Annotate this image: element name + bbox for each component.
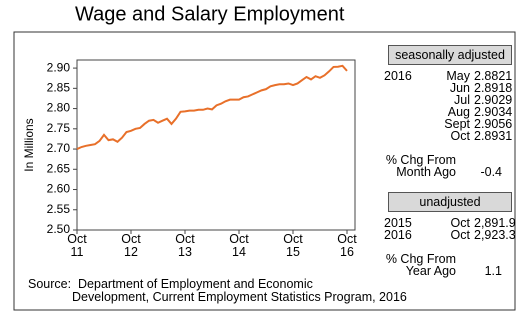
- x-tick-label: Oct 14: [229, 232, 249, 259]
- panel-year: 2015: [384, 216, 412, 230]
- source: Source: Department of Employment and Eco…: [28, 277, 313, 291]
- panel-month: Oct: [450, 129, 470, 143]
- y-tick-label: 2.70: [47, 141, 71, 155]
- chart-title: Wage and Salary Employment: [75, 3, 345, 25]
- y-axis-label: In Millions: [22, 118, 36, 171]
- panel-month: Aug: [447, 105, 470, 119]
- panel-month: May: [446, 69, 470, 83]
- panel-month: Oct: [450, 216, 470, 230]
- panel-header: seasonally adjusted: [388, 45, 512, 65]
- panel-value: 2.8918: [474, 81, 513, 95]
- change-value: -0.4: [480, 165, 502, 179]
- change-label: Month Ago: [396, 165, 456, 179]
- panel-month: Jul: [454, 93, 470, 107]
- x-tick-label: Oct 15: [283, 232, 303, 259]
- change-label: % Chg From: [385, 252, 456, 266]
- source: Development, Current Employment Statisti…: [72, 290, 407, 304]
- y-tick-label: 2.60: [47, 182, 71, 196]
- x-tick-label: Oct 12: [121, 232, 141, 259]
- line: [76, 64, 348, 150]
- x-tick-label: Oct 16: [337, 232, 357, 259]
- y-tick-label: 2.75: [47, 121, 71, 135]
- panel-month: Oct: [450, 228, 470, 242]
- change-label: Year Ago: [405, 264, 456, 278]
- panel-value: 2.9029: [474, 93, 513, 107]
- panel-header: unadjusted: [388, 192, 512, 212]
- y-tick-label: 2.90: [47, 60, 71, 74]
- plot-frame: [76, 59, 356, 231]
- panel-value: 2.8931: [474, 129, 513, 143]
- panel-month: Sept: [444, 117, 470, 131]
- panel-year: 2016: [384, 69, 412, 83]
- panel-value: 2,923.3: [474, 228, 516, 242]
- y-tick-label: 2.50: [47, 222, 71, 236]
- panel-month: Jun: [449, 81, 470, 95]
- y-tick-label: 2.80: [47, 101, 71, 115]
- change-value: 1.1: [484, 264, 502, 278]
- panel-value: 2.8821: [474, 69, 513, 83]
- y-tick-label: 2.55: [47, 202, 71, 216]
- frame: [13, 31, 516, 311]
- x-tick-label: Oct 13: [175, 232, 195, 259]
- y-tick-label: 2.85: [47, 81, 71, 95]
- x-tick-label: Oct 11: [67, 232, 87, 259]
- panel-value: 2.9034: [474, 105, 513, 119]
- panel-value: 2.9056: [474, 117, 513, 131]
- panel-year: 2016: [384, 228, 412, 242]
- panel-value: 2,891.9: [474, 216, 516, 230]
- y-tick-label: 2.65: [47, 161, 71, 175]
- change-label: % Chg From: [385, 153, 456, 167]
